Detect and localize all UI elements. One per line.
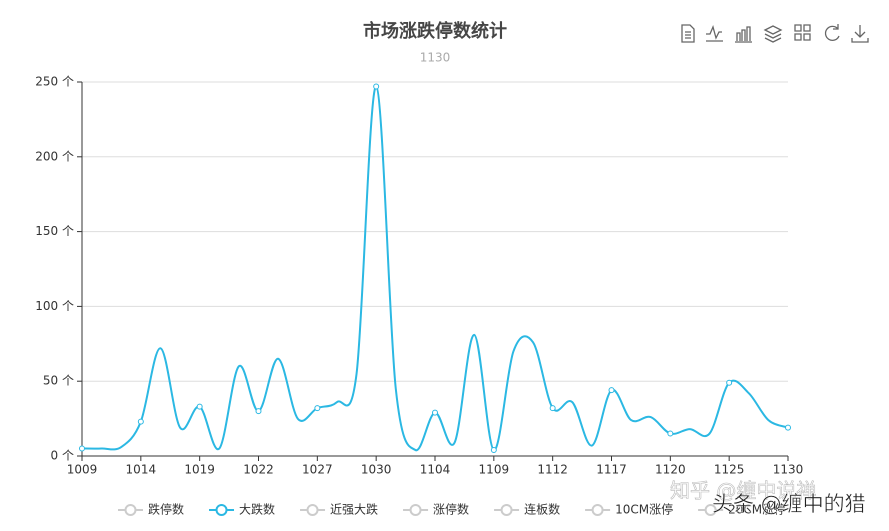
y-tick-label: 50 个 [43,374,74,388]
y-tick-label: 200 个 [35,149,74,163]
legend-icon-dot[interactable] [306,504,319,516]
x-tick-label: 1120 [655,463,686,477]
data-point [137,418,144,425]
legend-icon-dot[interactable] [124,504,137,516]
data-point [785,424,791,431]
x-tick-label: 1117 [596,463,627,477]
legend-icon-dot[interactable] [591,504,604,516]
series-line [81,85,789,452]
watermark: 知乎 @缠中说禅 [670,479,816,503]
legend-label[interactable]: 连板数 [524,502,560,517]
x-tick-label: 1014 [126,463,157,477]
legend-icon-dot[interactable] [500,504,513,516]
x-tick-label: 1030 [361,463,392,477]
data-point [432,409,438,416]
line-button[interactable] [706,25,723,42]
legend-icon-dot[interactable] [215,504,228,516]
y-tick-label: 0 个 [51,449,74,463]
x-tick-label: 1125 [714,463,745,477]
restore-button[interactable] [824,24,840,41]
legend-icon-dot[interactable] [409,504,422,516]
data-view-button[interactable] [681,24,695,43]
y-tick-label: 150 个 [35,224,74,238]
x-tick-label: 1104 [420,463,451,477]
x-tick-label: 1009 [67,463,98,477]
chart-subtitle: 1130 [420,51,451,65]
y-tick-label: 250 个 [35,75,74,89]
stack-button[interactable] [763,25,783,43]
legend-label[interactable]: 10CM涨停 [615,502,673,517]
y-tick-label: 100 个 [35,299,74,313]
save-button[interactable] [851,25,869,43]
data-point [314,405,321,412]
data-point [726,379,733,386]
x-tick-label: 1130 [773,463,804,477]
x-tick-label: 1022 [243,463,274,477]
data-point [196,403,203,410]
data-point [549,405,556,412]
tiled-button[interactable] [794,24,811,41]
bar-button[interactable] [735,26,752,43]
data-point [373,83,380,90]
legend-label[interactable]: 涨停数 [433,502,469,517]
legend-label[interactable]: 大跌数 [239,502,275,517]
data-point [490,447,497,454]
x-tick-label: 1109 [479,463,510,477]
x-tick-label: 1019 [184,463,215,477]
toolbox [681,24,869,43]
data-point [79,445,85,452]
legend-label[interactable]: 近强大跌 [330,502,378,517]
x-tick-label: 1027 [302,463,333,477]
data-point [667,430,674,437]
data-point [255,408,262,415]
legend-icon-dot[interactable] [704,504,717,516]
legend-label[interactable]: 跌停数 [148,502,184,517]
chart-title: 市场涨跌停数统计 [363,20,507,42]
watermark: 头条 @缠中的猎 [712,492,866,516]
data-point [608,387,615,394]
legend-label[interactable]: 20CM涨停 [728,502,786,517]
x-tick-label: 1112 [537,463,568,477]
